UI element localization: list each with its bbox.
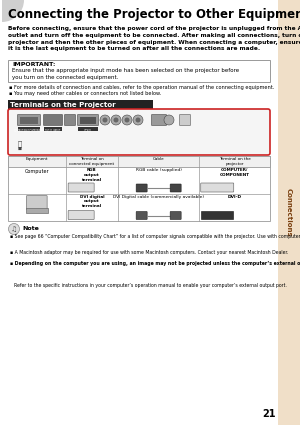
Bar xyxy=(278,0,300,425)
Text: ▪ For more details of connection and cables, refer to the operation manual of th: ▪ For more details of connection and cab… xyxy=(9,85,274,90)
Text: Computer: Computer xyxy=(25,169,49,174)
Text: VIDEO: VIDEO xyxy=(84,129,92,133)
Bar xyxy=(8,156,270,167)
Text: Cable: Cable xyxy=(153,157,164,161)
Text: DVI digital
output
terminal: DVI digital output terminal xyxy=(80,195,104,208)
FancyBboxPatch shape xyxy=(170,212,181,219)
Circle shape xyxy=(133,115,143,125)
Text: ▪ Depending on the computer you are using, an image may not be projected unless : ▪ Depending on the computer you are usin… xyxy=(10,261,300,266)
Text: Before connecting, ensure that the power cord of the projector is unplugged from: Before connecting, ensure that the power… xyxy=(8,26,300,51)
Text: ⎓: ⎓ xyxy=(18,140,22,147)
FancyBboxPatch shape xyxy=(8,109,270,155)
Text: ▪ You may need other cables or connectors not listed below.: ▪ You may need other cables or connector… xyxy=(9,91,161,96)
Text: Ensure that the appropriate input mode has been selected on the projector before: Ensure that the appropriate input mode h… xyxy=(12,68,239,79)
Text: COMPUTER/COMPONENT: COMPUTER/COMPONENT xyxy=(14,129,44,133)
Text: IMPORTANT:: IMPORTANT: xyxy=(12,62,56,67)
Text: DVI-D: DVI-D xyxy=(228,195,242,198)
Text: RGB cable (supplied): RGB cable (supplied) xyxy=(136,168,182,172)
Circle shape xyxy=(124,117,130,122)
Text: ♫: ♫ xyxy=(11,226,17,232)
FancyBboxPatch shape xyxy=(170,184,181,192)
Text: Terminals on the Projector: Terminals on the Projector xyxy=(10,102,116,108)
FancyBboxPatch shape xyxy=(179,114,191,125)
Text: Equipment: Equipment xyxy=(26,157,48,161)
FancyBboxPatch shape xyxy=(77,114,98,125)
Text: COMPUTER/
COMPONENT: COMPUTER/ COMPONENT xyxy=(220,168,250,177)
Circle shape xyxy=(103,117,107,122)
Text: DVI Digital cable (commercially available): DVI Digital cable (commercially availabl… xyxy=(113,195,204,198)
Text: Terminal on
connected equipment: Terminal on connected equipment xyxy=(69,157,114,166)
Text: ▪ See page 66 “Computer Compatibility Chart” for a list of computer signals comp: ▪ See page 66 “Computer Compatibility Ch… xyxy=(10,234,300,239)
FancyBboxPatch shape xyxy=(68,183,94,192)
Text: ▪ A Macintosh adaptor may be required for use with some Macintosh computers. Con: ▪ A Macintosh adaptor may be required fo… xyxy=(10,250,289,255)
FancyBboxPatch shape xyxy=(68,210,94,219)
Circle shape xyxy=(164,115,174,125)
FancyBboxPatch shape xyxy=(64,114,76,125)
FancyBboxPatch shape xyxy=(44,114,62,125)
Text: ■: ■ xyxy=(18,147,22,151)
FancyBboxPatch shape xyxy=(201,183,234,192)
Bar xyxy=(8,156,270,221)
Text: Refer to the specific instructions in your computer’s operation manual to enable: Refer to the specific instructions in yo… xyxy=(14,283,287,289)
Text: 21: 21 xyxy=(262,409,276,419)
Text: Connections: Connections xyxy=(286,188,292,237)
Bar xyxy=(18,127,40,131)
Circle shape xyxy=(111,115,121,125)
Wedge shape xyxy=(2,0,24,22)
Bar xyxy=(44,127,62,131)
FancyBboxPatch shape xyxy=(152,114,166,125)
Bar xyxy=(26,208,48,213)
Text: Terminal on the
projector: Terminal on the projector xyxy=(219,157,250,166)
Bar xyxy=(20,117,38,124)
FancyBboxPatch shape xyxy=(136,212,147,219)
Text: Connecting the Projector to Other Equipment: Connecting the Projector to Other Equipm… xyxy=(8,8,300,21)
Circle shape xyxy=(113,117,119,122)
FancyBboxPatch shape xyxy=(17,114,41,125)
Bar xyxy=(201,211,233,219)
FancyBboxPatch shape xyxy=(136,184,147,192)
Bar xyxy=(78,127,98,131)
Bar xyxy=(80,117,96,124)
Circle shape xyxy=(100,115,110,125)
Bar xyxy=(8,60,270,82)
Text: Note: Note xyxy=(22,226,39,231)
Text: RGB
output
terminal: RGB output terminal xyxy=(82,168,102,182)
Text: DVI-D INPUT: DVI-D INPUT xyxy=(45,129,61,133)
Circle shape xyxy=(136,117,140,122)
Bar xyxy=(8,100,153,109)
Circle shape xyxy=(8,224,20,235)
Circle shape xyxy=(122,115,132,125)
FancyBboxPatch shape xyxy=(26,196,47,209)
